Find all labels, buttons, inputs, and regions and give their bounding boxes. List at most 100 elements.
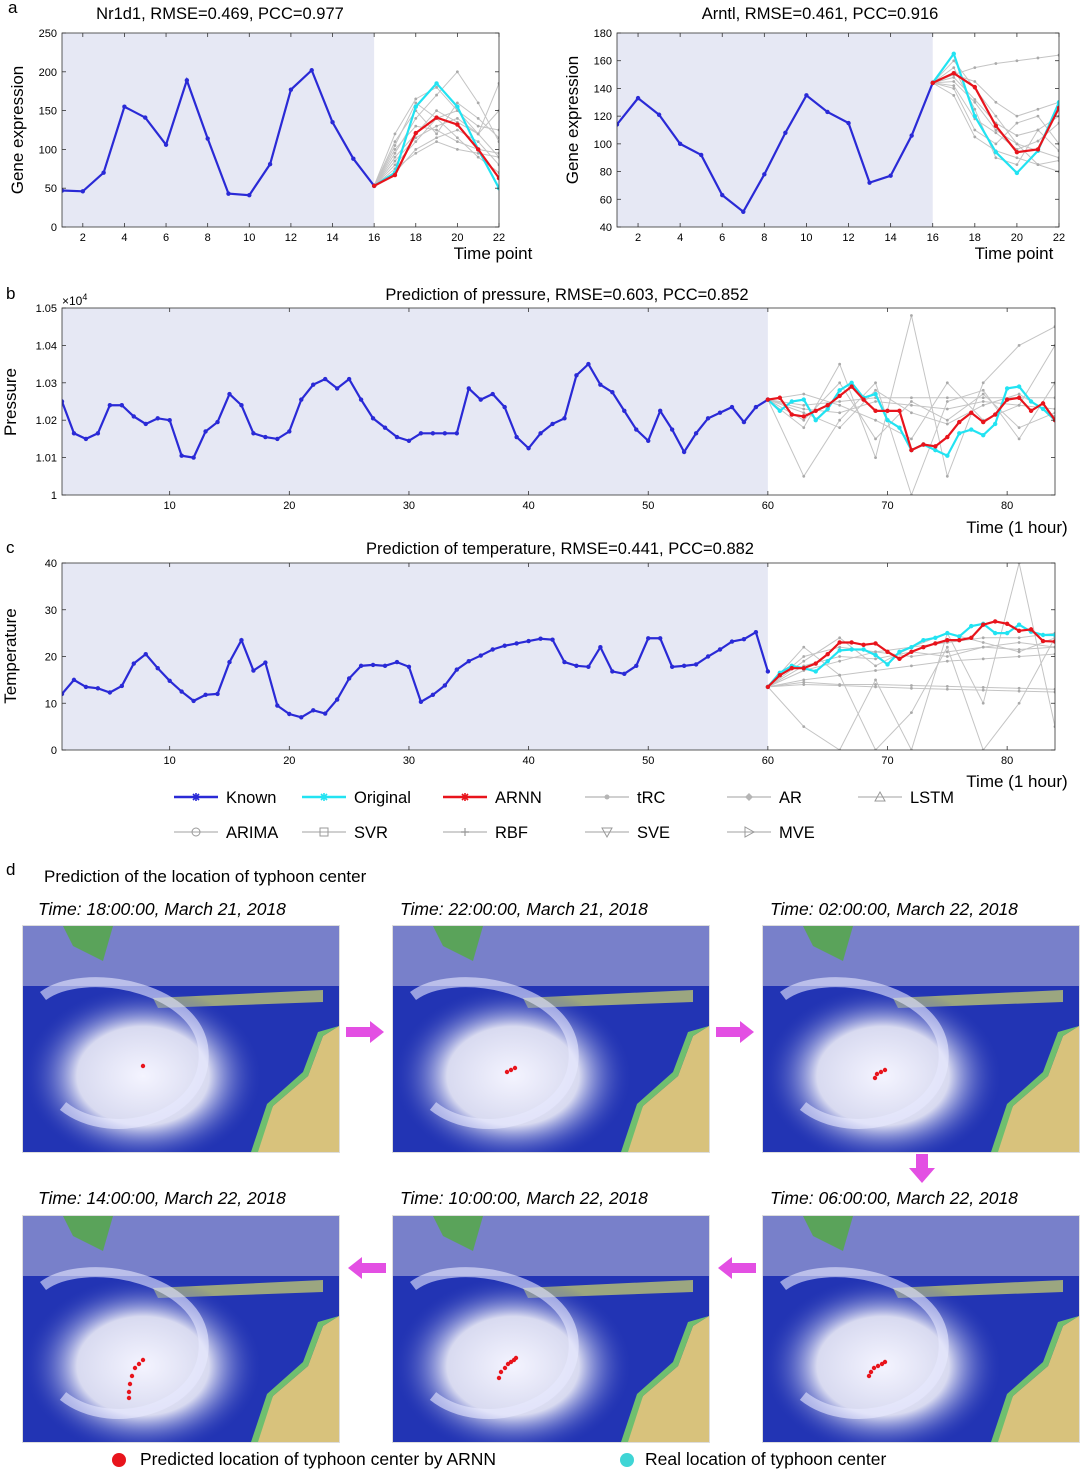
known-point (717, 410, 723, 415)
legend-label-original: Original (354, 789, 411, 807)
typhoon-legend: Predicted location of typhoon center by … (0, 1449, 1080, 1473)
y-tick-label: 30 (45, 605, 57, 617)
known-point (430, 431, 436, 436)
baseline-point (838, 683, 842, 686)
baseline-point (994, 156, 998, 160)
satellite-frame-6 (22, 1215, 340, 1443)
original-point (1016, 622, 1022, 627)
arrow-left-icon (718, 1257, 756, 1279)
baseline-point (435, 128, 438, 132)
baseline-point (838, 400, 842, 403)
original-point (801, 397, 806, 402)
known-point (370, 416, 376, 421)
baseline-point (1017, 650, 1021, 654)
arnn-point (972, 84, 978, 90)
baseline-point (1015, 114, 1019, 118)
x-tick-label: 22 (493, 232, 505, 244)
arnn-point (849, 640, 854, 645)
chart-title: Prediction of temperature, RMSE=0.441, P… (366, 540, 754, 558)
baseline-point (874, 400, 877, 403)
known-point (299, 397, 304, 402)
arnn-point (992, 619, 998, 624)
arnn-point (1035, 147, 1041, 152)
baseline-point (1017, 344, 1021, 347)
arnn-point (813, 408, 818, 414)
baseline-point (435, 85, 438, 89)
satellite-frame-3 (762, 925, 1080, 1153)
spiral-band (410, 977, 579, 1129)
baseline-point (945, 422, 949, 426)
original-point (885, 662, 890, 667)
known-point (753, 404, 759, 410)
x-tick-label: 16 (368, 232, 380, 244)
known-region-shade (62, 308, 768, 495)
original-point (861, 647, 866, 652)
baseline-point (393, 163, 397, 167)
y-tick-label: 160 (594, 56, 612, 68)
predicted-center-dot (126, 1389, 132, 1395)
known-point (514, 641, 519, 646)
known-point (617, 122, 620, 127)
x-tick-label: 22 (1053, 232, 1065, 244)
x-tick-label: 20 (1011, 232, 1023, 244)
arnn-point (861, 397, 866, 402)
baseline-point (981, 396, 985, 400)
original-point (1004, 630, 1010, 636)
baseline-point (802, 418, 806, 422)
original-point (1028, 399, 1034, 404)
baseline-point (414, 140, 418, 144)
original-point (1040, 632, 1046, 638)
chart-title: Prediction of pressure, RMSE=0.603, PCC=… (385, 286, 748, 304)
original-point (969, 427, 974, 432)
y-tick-label: 1.01 (36, 453, 57, 465)
known-point (101, 170, 106, 175)
known-point (382, 425, 388, 430)
baseline-point (952, 93, 956, 97)
known-point (267, 161, 273, 167)
baseline-point (435, 109, 438, 112)
x-tick-label: 2 (80, 232, 86, 244)
original-point (1016, 384, 1022, 389)
predicted-center-dot (866, 1373, 872, 1379)
baseline-point (981, 688, 985, 692)
baseline-point (952, 59, 956, 63)
known-point (62, 188, 65, 193)
known-point (669, 664, 675, 669)
baseline-point (838, 426, 842, 430)
baseline-point (981, 400, 985, 403)
known-point (610, 389, 615, 395)
baseline-point (952, 80, 956, 83)
known-point (753, 629, 759, 635)
known-point (83, 684, 89, 690)
spiral-band (40, 977, 209, 1129)
original-point (413, 104, 418, 109)
baseline-point (414, 124, 418, 128)
panel-label-a: a (8, 0, 18, 17)
known-point (155, 665, 160, 671)
known-point (330, 120, 335, 125)
baseline-point (981, 403, 985, 407)
arnn-point (765, 397, 771, 402)
landmass (63, 926, 113, 961)
legend-marker-triangle-down-icon (601, 827, 613, 839)
baseline-point (838, 381, 842, 385)
known-point (334, 386, 340, 391)
arnn-point (837, 393, 842, 399)
baseline-point (1036, 114, 1040, 118)
original-point (1040, 406, 1046, 412)
arnn-point (1028, 408, 1034, 414)
baseline-point (973, 66, 977, 70)
baseline-point (945, 655, 949, 658)
known-point (311, 382, 316, 387)
y-tick-label: 80 (600, 167, 612, 179)
predicted-center-dot (875, 1363, 881, 1369)
y-tick-label: 120 (594, 111, 612, 123)
arnn-point (873, 408, 878, 414)
baseline-point (435, 132, 438, 136)
baseline-point (838, 418, 842, 422)
baseline-point (994, 131, 998, 135)
known-point (502, 643, 507, 648)
original-point (897, 649, 902, 655)
baseline-point (1017, 689, 1021, 693)
x-tick-label: 8 (205, 232, 211, 244)
